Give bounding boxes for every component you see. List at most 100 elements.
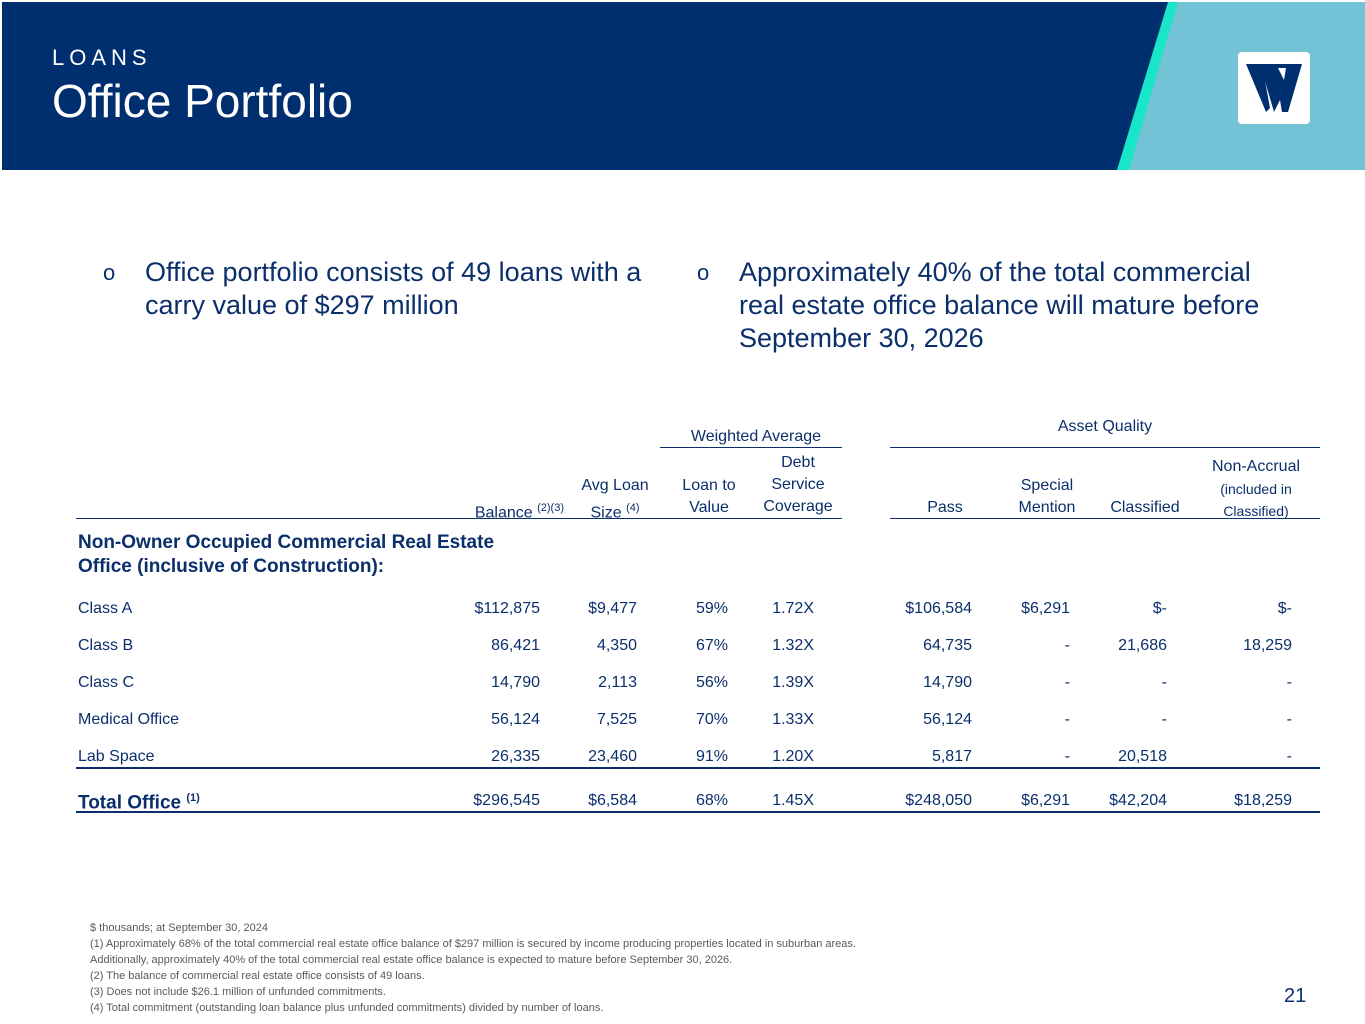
col-header-balance-text: Balance	[474, 504, 533, 522]
row-label: Class C	[78, 674, 135, 691]
total-balance: $296,545	[473, 792, 540, 809]
cell-ltv: 59%	[695, 600, 728, 617]
table-section-label: Non-Owner Occupied Commercial Real Estat…	[78, 532, 495, 577]
footnote-line: Additionally, approximately 40% of the t…	[90, 954, 733, 966]
cell-avg-loan: 4,350	[596, 637, 637, 654]
asset-quality-header: Asset Quality	[1057, 418, 1153, 435]
col-header-dsc-line2: Service	[771, 476, 825, 493]
cell-dsc: 1.33X	[772, 711, 814, 728]
footnote-line: $ thousands; at September 30, 2024	[90, 922, 268, 934]
col-header-dsc-line3: Coverage	[763, 498, 833, 515]
col-header-balance: Balance (2)(3)	[460, 497, 564, 524]
cell-special-mention: -	[1064, 711, 1070, 728]
footnote-line: (3) Does not include $26.1 million of un…	[90, 986, 386, 998]
total-avg-loan: $6,584	[588, 792, 637, 809]
col-header-ltv-line1: Loan to	[682, 477, 736, 494]
row-label: Medical Office	[78, 711, 180, 728]
col-header-avg-loan: Avg Loan Size (4)	[576, 475, 654, 524]
cell-ltv: 91%	[695, 748, 728, 765]
total-pass: $248,050	[905, 792, 972, 809]
col-header-nonaccrual-line3: Classified)	[1223, 503, 1289, 519]
weighted-average-rule	[660, 447, 842, 448]
col-header-nonaccrual-line1: Non-Accrual	[1211, 458, 1301, 475]
total-label: Total Office (1)	[78, 788, 200, 813]
total-special-mention: $6,291	[1021, 792, 1070, 809]
cell-special-mention: -	[1064, 748, 1070, 765]
cell-classified: -	[1161, 674, 1167, 691]
col-header-balance-note: (2)(3)	[537, 502, 564, 514]
total-label-note: (1)	[186, 792, 200, 804]
col-header-avg-loan-line2: Size (4)	[576, 497, 654, 524]
cell-avg-loan: $9,477	[588, 600, 637, 617]
cell-classified: 20,518	[1118, 748, 1167, 765]
col-header-avg-loan-line1: Avg Loan	[581, 477, 649, 494]
col-header-special-line2: Mention	[1018, 499, 1076, 516]
total-classified: $42,204	[1109, 792, 1167, 809]
col-header-avg-loan-note: (4)	[626, 502, 640, 514]
total-top-rule	[76, 767, 1320, 769]
col-header-dsc: Debt Service Coverage	[756, 452, 840, 518]
logo-icon	[1246, 64, 1302, 112]
cell-avg-loan: 23,460	[588, 748, 637, 765]
cell-special-mention: -	[1064, 637, 1070, 654]
bullet-text: Approximately 40% of the total commercia…	[739, 257, 1260, 353]
page-number: 21	[1284, 985, 1307, 1007]
cell-nonaccrual: $-	[1277, 600, 1292, 617]
cell-nonaccrual: 18,259	[1243, 637, 1292, 654]
col-header-nonaccrual: Non-Accrual (included in Classified)	[1196, 456, 1316, 522]
row-label: Class A	[78, 600, 133, 617]
total-label-text: Total Office	[78, 792, 182, 814]
bullet-marker: o	[103, 260, 116, 285]
footnote-line: (2) The balance of commercial real estat…	[90, 970, 425, 982]
cell-classified: 21,686	[1118, 637, 1167, 654]
cell-balance: $112,875	[474, 600, 540, 617]
header-rule-left	[76, 518, 842, 519]
cell-pass: 64,735	[923, 637, 972, 654]
col-header-classified: Classified	[1110, 499, 1180, 516]
cell-ltv: 56%	[695, 674, 728, 691]
col-header-pass: Pass	[927, 499, 963, 516]
col-header-nonaccrual-line2: (included in	[1220, 481, 1292, 497]
row-label: Lab Space	[78, 748, 155, 765]
col-header-special-line1: Special	[1020, 477, 1074, 494]
weighted-average-header: Weighted Average	[690, 428, 822, 445]
cell-dsc: 1.32X	[772, 637, 814, 654]
cell-pass: 56,124	[923, 711, 972, 728]
cell-balance: 86,421	[491, 637, 540, 654]
cell-special-mention: -	[1064, 674, 1070, 691]
cell-dsc: 1.39X	[772, 674, 814, 691]
cell-balance: 56,124	[491, 711, 540, 728]
cell-avg-loan: 7,525	[596, 711, 637, 728]
cell-classified: -	[1161, 711, 1167, 728]
bullet-point: o Approximately 40% of the total commerc…	[697, 256, 1299, 355]
cell-pass: $106,584	[905, 600, 972, 617]
bullet-point: o Office portfolio consists of 49 loans …	[103, 256, 665, 322]
bullet-text: Office portfolio consists of 49 loans wi…	[145, 257, 642, 320]
row-label: Class B	[78, 637, 134, 654]
cell-dsc: 1.20X	[772, 748, 814, 765]
section-kicker: LOANS	[52, 45, 152, 70]
cell-special-mention: $6,291	[1021, 600, 1070, 617]
footnote-line: (4) Total commitment (outstanding loan b…	[90, 1002, 604, 1014]
cell-ltv: 67%	[695, 637, 728, 654]
total-ltv: 68%	[695, 792, 728, 809]
total-bottom-rule	[76, 811, 1320, 813]
cell-pass: 5,817	[931, 748, 972, 765]
cell-nonaccrual: -	[1286, 711, 1292, 728]
cell-classified: $-	[1152, 600, 1167, 617]
cell-avg-loan: 2,113	[598, 674, 637, 691]
page-title: Office Portfolio	[52, 75, 353, 127]
total-nonaccrual: $18,259	[1234, 792, 1292, 809]
total-dsc: 1.45X	[772, 792, 814, 809]
cell-nonaccrual: -	[1286, 674, 1292, 691]
cell-nonaccrual: -	[1286, 748, 1292, 765]
cell-pass: 14,790	[923, 674, 972, 691]
col-header-dsc-line1: Debt	[781, 454, 815, 471]
cell-dsc: 1.72X	[772, 600, 814, 617]
col-header-ltv-line2: Value	[689, 499, 729, 516]
col-header-special-mention: Special Mention	[1005, 475, 1089, 519]
col-header-ltv: Loan to Value	[672, 475, 746, 519]
header-rule-right	[890, 518, 1320, 519]
asset-quality-rule	[890, 447, 1320, 448]
footnote-line: (1) Approximately 68% of the total comme…	[90, 938, 856, 950]
